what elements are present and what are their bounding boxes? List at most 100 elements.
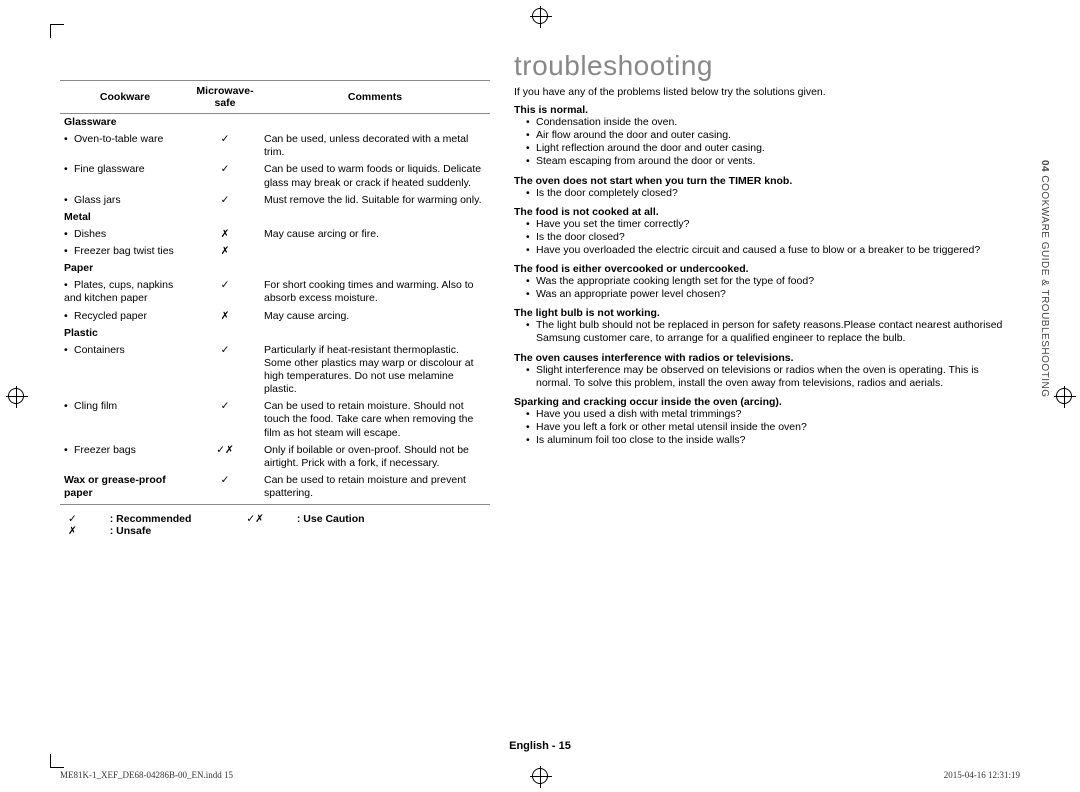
ts-item: Steam escaping from around the door or v… [526,155,1004,168]
ts-group: The food is not cooked at all.Have you s… [514,206,1004,257]
comment-cell: Can be used to retain moisture. Should n… [260,398,490,441]
comment-cell: Can be used, unless decorated with a met… [260,131,490,161]
ts-item: Have you overloaded the electric circuit… [526,244,1004,257]
safe-cell: ✓ [190,192,260,209]
th-cookware: Cookware [60,81,190,114]
ts-item: Light reflection around the door and out… [526,142,1004,155]
item-cell: •Containers [60,342,190,399]
page-footer: English - 15 [0,740,1080,752]
comment-cell: Must remove the lid. Suitable for warmin… [260,192,490,209]
item-cell: •Dishes [60,226,190,243]
footer-file: ME81K-1_XEF_DE68-04286B-00_EN.indd 15 [60,770,233,780]
item-cell: •Cling film [60,398,190,441]
item-cell: •Freezer bag twist ties [60,243,190,260]
footer-date: 2015-04-16 12:31:19 [944,770,1020,780]
safe-cell: ✓ [190,398,260,441]
side-tab-text: COOKWARE GUIDE & TROUBLESHOOTING [1039,172,1050,397]
section-head: Wax or grease-proof paper [60,472,190,505]
ts-list: Is the door completely closed? [514,187,1004,200]
ts-group: The light bulb is not working.The light … [514,307,1004,345]
ts-item: Is aluminum foil too close to the inside… [526,434,1004,447]
ts-item: Is the door completely closed? [526,187,1004,200]
ts-list: Have you set the timer correctly?Is the … [514,218,1004,257]
ts-item: Have you left a fork or other metal uten… [526,421,1004,434]
section-head: Glassware [60,114,490,132]
item-cell: •Fine glassware [60,161,190,191]
ts-group-head: This is normal. [514,104,1004,116]
troubleshooting-column: troubleshooting If you have any of the p… [514,30,1004,750]
side-tab-num: 04 [1039,160,1050,172]
ts-item: Air flow around the door and outer casin… [526,129,1004,142]
legend-caution: : Use Caution [297,513,365,525]
safe-cell: ✓ [190,277,260,307]
legend-rec: : Recommended [110,513,192,525]
th-comments: Comments [260,81,490,114]
comment-cell: May cause arcing. [260,308,490,325]
item-cell: •Freezer bags [60,442,190,472]
ts-item: Is the door closed? [526,231,1004,244]
ts-group-head: Sparking and cracking occur inside the o… [514,396,1004,408]
ts-item: Was the appropriate cooking length set f… [526,275,1004,288]
ts-item: The light bulb should not be replaced in… [526,319,1004,345]
comment-cell: Can be used to retain moisture and preve… [260,472,490,505]
side-tab: 04 COOKWARE GUIDE & TROUBLESHOOTING [1039,160,1050,398]
registration-mark [1056,388,1072,404]
troubleshooting-title: troubleshooting [514,50,1004,82]
cookware-column: Cookware Microwave-safe Comments Glasswa… [60,30,490,750]
item-cell: •Glass jars [60,192,190,209]
comment-cell: Can be used to warm foods or liquids. De… [260,161,490,191]
ts-list: Slight interference may be observed on t… [514,364,1004,390]
safe-cell: ✓ [190,472,260,505]
item-cell: •Plates, cups, napkins and kitchen paper [60,277,190,307]
ts-item: Was an appropriate power level chosen? [526,288,1004,301]
comment-cell: For short cooking times and warming. Als… [260,277,490,307]
th-safe: Microwave-safe [190,81,260,114]
page: Cookware Microwave-safe Comments Glasswa… [60,30,1040,750]
troubleshooting-intro: If you have any of the problems listed b… [514,86,1004,98]
ts-group: The oven causes interference with radios… [514,352,1004,390]
comment-cell: Particularly if heat-resistant thermopla… [260,342,490,399]
safe-cell: ✗ [190,243,260,260]
legend: ✓ : Recommended ✓✗ : Use Caution ✗ : Uns… [60,513,490,537]
ts-group-head: The oven does not start when you turn th… [514,175,1004,187]
ts-group-head: The oven causes interference with radios… [514,352,1004,364]
section-head: Paper [60,260,490,277]
ts-list: Have you used a dish with metal trimming… [514,408,1004,447]
safe-cell: ✗ [190,308,260,325]
legend-yes-sym: ✓ [68,513,77,525]
comment-cell: May cause arcing or fire. [260,226,490,243]
ts-group: Sparking and cracking occur inside the o… [514,396,1004,447]
safe-cell: ✗ [190,226,260,243]
ts-list: The light bulb should not be replaced in… [514,319,1004,345]
cookware-table: Cookware Microwave-safe Comments Glasswa… [60,80,490,505]
ts-list: Condensation inside the oven.Air flow ar… [514,116,1004,169]
ts-group: This is normal.Condensation inside the o… [514,104,1004,169]
ts-group-head: The food is either overcooked or underco… [514,263,1004,275]
legend-no-sym: ✗ [68,525,77,537]
ts-item: Slight interference may be observed on t… [526,364,1004,390]
section-head: Metal [60,209,490,226]
legend-unsafe: : Unsafe [110,525,151,537]
section-head: Plastic [60,325,490,342]
registration-mark [8,388,24,404]
safe-cell: ✓ [190,161,260,191]
ts-item: Condensation inside the oven. [526,116,1004,129]
comment-cell: Only if boilable or oven-proof. Should n… [260,442,490,472]
item-cell: •Recycled paper [60,308,190,325]
crop-mark [50,754,64,768]
item-cell: •Oven-to-table ware [60,131,190,161]
ts-list: Was the appropriate cooking length set f… [514,275,1004,301]
ts-item: Have you used a dish with metal trimming… [526,408,1004,421]
ts-group-head: The light bulb is not working. [514,307,1004,319]
safe-cell: ✓✗ [190,442,260,472]
comment-cell [260,243,490,260]
ts-group: The oven does not start when you turn th… [514,175,1004,200]
registration-mark [532,8,548,24]
ts-group: The food is either overcooked or underco… [514,263,1004,301]
ts-group-head: The food is not cooked at all. [514,206,1004,218]
registration-mark [532,768,548,784]
safe-cell: ✓ [190,131,260,161]
ts-item: Have you set the timer correctly? [526,218,1004,231]
safe-cell: ✓ [190,342,260,399]
legend-caution-sym: ✓✗ [246,513,264,525]
